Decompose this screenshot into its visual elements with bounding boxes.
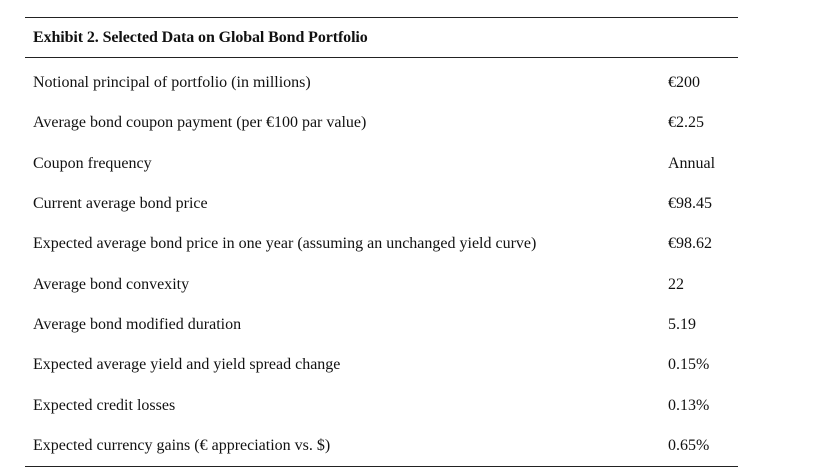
top-rule — [25, 17, 738, 18]
bottom-rule — [25, 465, 738, 467]
table-row: Average bond modified duration 5.19 — [25, 305, 738, 345]
row-label: Expected currency gains (€ appreciation … — [33, 436, 331, 454]
table-row: Expected credit losses 0.13% — [25, 385, 738, 425]
exhibit-title: Exhibit 2. Selected Data on Global Bond … — [33, 28, 368, 46]
row-value: €2.25 — [668, 114, 704, 132]
table-row: Expected currency gains (€ appreciation … — [25, 426, 738, 466]
row-label: Notional principal of portfolio (in mill… — [33, 74, 311, 92]
row-value: €98.62 — [668, 235, 712, 253]
data-rows: Notional principal of portfolio (in mill… — [25, 63, 738, 466]
header-rule — [25, 57, 738, 58]
row-label: Coupon frequency — [33, 154, 152, 172]
row-value: 0.15% — [668, 356, 710, 374]
table-row: Average bond coupon payment (per €100 pa… — [25, 103, 738, 143]
row-label: Expected average yield and yield spread … — [33, 356, 341, 374]
row-value: Annual — [668, 154, 716, 172]
exhibit-table: Exhibit 2. Selected Data on Global Bond … — [25, 17, 738, 467]
table-row: Current average bond price €98.45 — [25, 184, 738, 224]
table-row: Expected average bond price in one year … — [25, 224, 738, 264]
table-row: Coupon frequency Annual — [25, 144, 738, 184]
row-value: 0.65% — [668, 436, 710, 454]
row-label: Average bond modified duration — [33, 315, 242, 333]
row-value: 5.19 — [668, 315, 696, 333]
row-value: 22 — [668, 275, 684, 293]
table-row: Expected average yield and yield spread … — [25, 345, 738, 385]
row-label: Average bond convexity — [33, 275, 190, 293]
row-value: 0.13% — [668, 396, 710, 414]
table-row: Average bond convexity 22 — [25, 264, 738, 304]
row-label: Expected credit losses — [33, 396, 176, 414]
row-value: €98.45 — [668, 195, 712, 213]
row-label: Current average bond price — [33, 195, 208, 213]
row-label: Expected average bond price in one year … — [33, 235, 537, 253]
table-row: Notional principal of portfolio (in mill… — [25, 63, 738, 103]
row-label: Average bond coupon payment (per €100 pa… — [33, 114, 367, 132]
row-value: €200 — [668, 74, 700, 92]
